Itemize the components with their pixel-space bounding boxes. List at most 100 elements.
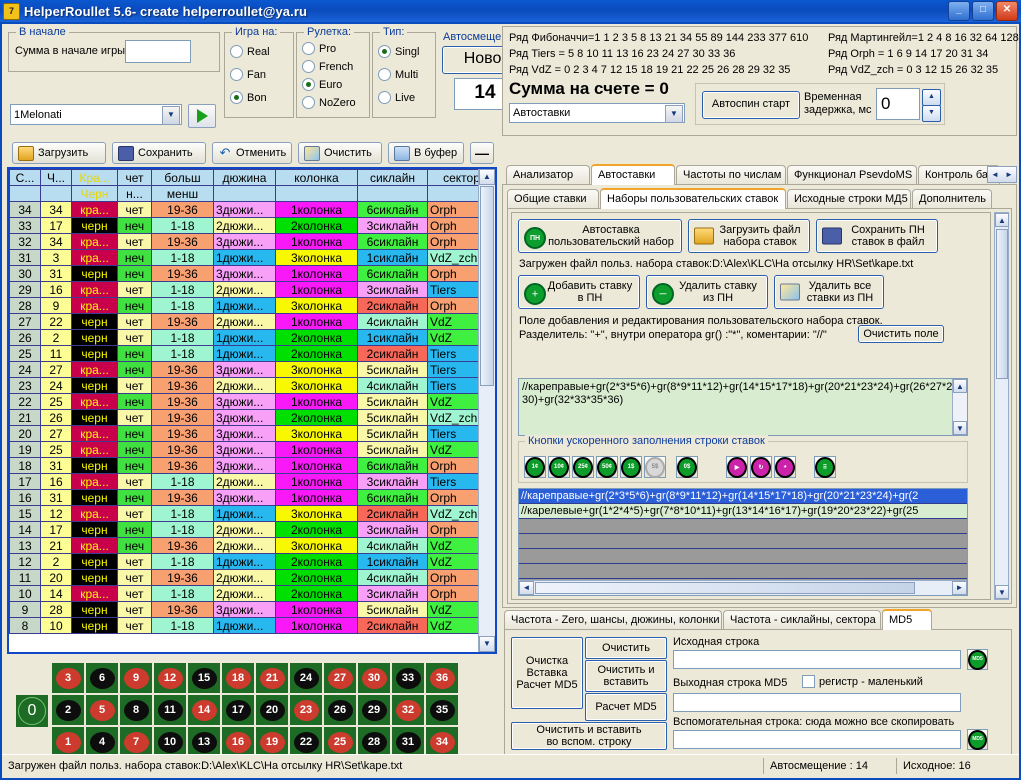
- list-item-empty[interactable]: [519, 549, 967, 564]
- save-betset-file-button[interactable]: Сохранить ПН ставок в файл: [816, 219, 938, 253]
- tab-common-bets[interactable]: Общие ставки: [507, 189, 599, 208]
- list-horizontal-scrollbar[interactable]: ◄ ►: [519, 580, 967, 595]
- tab-freq-sixlines[interactable]: Частота - сиклайны, сектора: [723, 610, 881, 629]
- tab-user-bet-sets[interactable]: Наборы пользовательских ставок: [600, 188, 786, 209]
- board-cell-12[interactable]: 12: [153, 662, 187, 694]
- th-sixline[interactable]: сиклайн: [357, 169, 428, 186]
- edit-scroll-up-icon[interactable]: ▲: [953, 379, 967, 393]
- list-item-empty[interactable]: [519, 519, 967, 534]
- clear-button[interactable]: Очистить: [298, 142, 382, 164]
- minimize-button[interactable]: _: [948, 1, 970, 21]
- tab-autobets[interactable]: Автоставки: [591, 164, 675, 185]
- table-row[interactable]: 26 2 черн чет 1-18 1дюжи... 2колонка 1сиклайн Vd…: [9, 329, 495, 346]
- md5-clear-paste-aux-button[interactable]: Очистить и вставить во вспом. строку: [511, 722, 667, 750]
- th-dozen[interactable]: дюжина: [213, 169, 276, 186]
- tab-frequencies[interactable]: Частоты по числам: [676, 165, 786, 184]
- load-betset-file-button[interactable]: Загрузить файл набора ставок: [688, 219, 810, 253]
- delete-all-bets-button[interactable]: Удалить все ставки из ПН: [774, 275, 884, 309]
- board-cell-8[interactable]: 8: [119, 694, 153, 726]
- chip-1d-button[interactable]: 1$: [620, 456, 642, 478]
- tab-nav[interactable]: ◄ ►: [987, 166, 1017, 183]
- th-color[interactable]: Кра...: [71, 169, 118, 186]
- scroll-thumb[interactable]: [480, 186, 494, 386]
- quick-grid-button[interactable]: ⠿: [814, 456, 836, 478]
- board-cell-0[interactable]: 0: [15, 694, 49, 728]
- board-cell-29[interactable]: 29: [357, 694, 391, 726]
- scroll-down-icon[interactable]: ▼: [479, 636, 495, 652]
- md5-calc-icon-button-1[interactable]: MD5: [967, 649, 988, 670]
- board-cell-35[interactable]: 35: [425, 694, 459, 726]
- table-row[interactable]: 9 28 черн чет 19-36 3дюжи... 1колонка 5сиклайн V…: [9, 601, 495, 618]
- table-row[interactable]: 24 27 кра... неч 19-36 3дюжи... 3колонка 5сикла…: [9, 361, 495, 378]
- close-button[interactable]: ✕: [996, 1, 1018, 21]
- board-cell-36[interactable]: 36: [425, 662, 459, 694]
- maximize-button[interactable]: □: [972, 1, 994, 21]
- panel-scroll-thumb[interactable]: [996, 229, 1008, 379]
- th-parity[interactable]: чет: [117, 169, 152, 186]
- scroll-up-icon[interactable]: ▲: [479, 169, 495, 185]
- table-row[interactable]: 12 2 черн чет 1-18 1дюжи... 2колонка 1сиклайн Vd…: [9, 553, 495, 570]
- chip-10c-button[interactable]: 10¢: [548, 456, 570, 478]
- table-row[interactable]: 29 16 кра... чет 1-18 2дюжи... 1колонка 3сиклай…: [9, 281, 495, 298]
- add-bet-button[interactable]: ＋ Добавить ставку в ПН: [518, 275, 640, 309]
- th-column[interactable]: колонка: [275, 169, 358, 186]
- md5-clear-button[interactable]: Очистить: [585, 637, 667, 659]
- board-cell-15[interactable]: 15: [187, 662, 221, 694]
- radio-type-live[interactable]: Live: [378, 91, 415, 104]
- panel-scroll-down-icon[interactable]: ▼: [995, 585, 1009, 599]
- table-row[interactable]: 28 9 кра... неч 1-18 1дюжи... 3колонка 2сиклайн…: [9, 297, 495, 314]
- md5-clear-paste-button[interactable]: Очистить и вставить: [585, 660, 667, 692]
- chip-25c-button[interactable]: 25¢: [572, 456, 594, 478]
- lowercase-checkbox[interactable]: [802, 675, 815, 688]
- table-row[interactable]: 27 22 черн чет 19-36 2дюжи... 1колонка 4сиклайн…: [9, 313, 495, 330]
- load-button[interactable]: Загрузить: [12, 142, 106, 164]
- board-cell-31[interactable]: 31: [391, 726, 425, 758]
- edit-scrollbar[interactable]: ▲ ▼: [952, 379, 967, 435]
- list-item[interactable]: //карелевые+gr(1*2*4*5)+gr(7*8*10*11)+gr…: [519, 504, 967, 519]
- radio-game-fan[interactable]: Fan: [230, 68, 266, 81]
- quick-globe-button[interactable]: ◕: [774, 456, 796, 478]
- th-highlow[interactable]: больш: [151, 169, 214, 186]
- radio-roulette-euro[interactable]: Euro: [302, 78, 342, 91]
- table-row[interactable]: 23 24 черн чет 19-36 2дюжи... 3колонка 4сиклайн…: [9, 377, 495, 394]
- list-item[interactable]: //кареправые+gr(2*3*5*6)+gr(8*9*11*12)+g…: [519, 489, 967, 504]
- save-button[interactable]: Сохранить: [112, 142, 206, 164]
- delay-value[interactable]: 0: [876, 88, 920, 120]
- table-row[interactable]: 30 31 черн неч 19-36 3дюжи... 1колонка 6сиклайн…: [9, 265, 495, 282]
- tab-additional[interactable]: Дополнитель: [912, 189, 992, 208]
- chip-50c-button[interactable]: 50¢: [596, 456, 618, 478]
- table-row[interactable]: 20 27 кра... неч 19-36 3дюжи... 3колонка 5сикла…: [9, 425, 495, 442]
- board-cell-4[interactable]: 4: [85, 726, 119, 758]
- board-cell-23[interactable]: 23: [289, 694, 323, 726]
- tab-freq-zero[interactable]: Частота - Zero, шансы, дюжины, колонки: [504, 610, 722, 629]
- radio-roulette-french[interactable]: French: [302, 60, 353, 73]
- table-row[interactable]: 33 17 черн неч 1-18 2дюжи... 2колонка 3сиклайн O…: [9, 217, 495, 234]
- table-row[interactable]: 10 14 кра... чет 1-18 2дюжи... 2колонка 3сиклай…: [9, 585, 495, 602]
- panel-scroll-up-icon[interactable]: ▲: [995, 213, 1009, 227]
- board-cell-3[interactable]: 3: [51, 662, 85, 694]
- minus-button[interactable]: —: [470, 142, 494, 164]
- delay-up-icon[interactable]: ▲: [922, 89, 941, 106]
- radio-game-bon[interactable]: Bon: [230, 91, 267, 104]
- play-button[interactable]: [188, 104, 216, 128]
- radio-roulette-nozero[interactable]: NoZero: [302, 96, 356, 109]
- md5-output-field[interactable]: [673, 693, 961, 712]
- table-row[interactable]: 31 3 кра... неч 1-18 1дюжи... 3колонка 1сиклайн…: [9, 249, 495, 266]
- bet-edit-textarea[interactable]: //кареправые+gr(2*3*5*6)+gr(8*9*11*12)+g…: [518, 378, 968, 436]
- table-row[interactable]: 14 17 черн неч 1-18 2дюжи... 2колонка 3сиклайн O…: [9, 521, 495, 538]
- board-cell-24[interactable]: 24: [289, 662, 323, 694]
- board-cell-27[interactable]: 27: [323, 662, 357, 694]
- md5-calc-icon-button-2[interactable]: MD5: [967, 729, 988, 750]
- table-row[interactable]: 21 26 черн чет 19-36 3дюжи... 2колонка 5сиклайн…: [9, 409, 495, 426]
- tab-analyzer[interactable]: Анализатор: [506, 165, 590, 184]
- table-row[interactable]: 15 12 кра... чет 1-18 1дюжи... 3колонка 2сиклай…: [9, 505, 495, 522]
- th-spin[interactable]: С...: [9, 169, 41, 186]
- delete-bet-button[interactable]: — Удалить ставку из ПН: [646, 275, 768, 309]
- spin-history-table[interactable]: С... Ч... Кра... чет больш дюжина колонк…: [7, 167, 497, 654]
- board-cell-2[interactable]: 2: [51, 694, 85, 726]
- board-cell-30[interactable]: 30: [357, 662, 391, 694]
- radio-game-real[interactable]: Real: [230, 45, 270, 58]
- chevron-down-icon[interactable]: ▼: [665, 105, 683, 123]
- table-row[interactable]: 25 11 черн неч 1-18 1дюжи... 2колонка 2сиклайн T…: [9, 345, 495, 362]
- board-cell-32[interactable]: 32: [391, 694, 425, 726]
